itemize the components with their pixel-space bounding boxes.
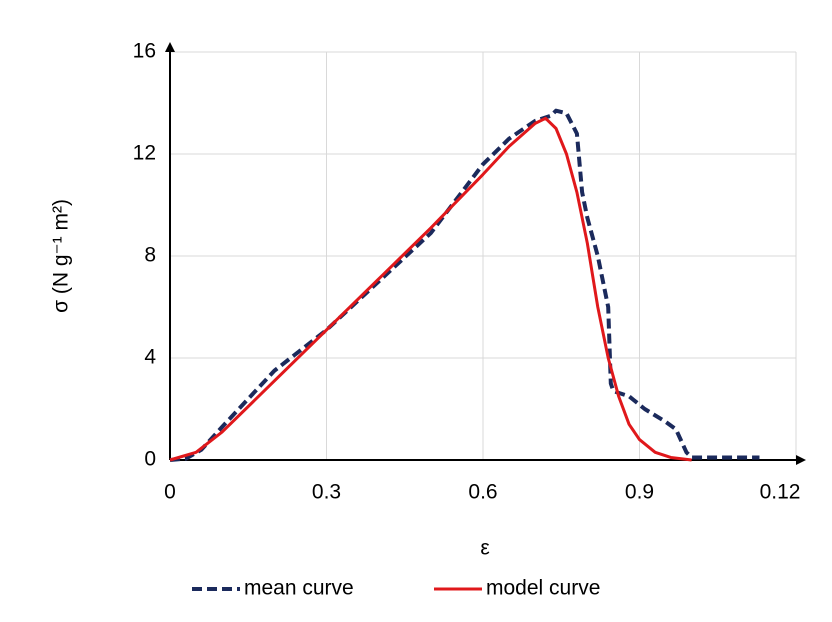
x-tick-label: 0.3: [312, 481, 341, 504]
x-axis-arrow: [796, 455, 806, 465]
series-line: [169, 108, 760, 462]
y-axis-arrow: [165, 42, 175, 52]
x-tick-label: 0: [164, 481, 176, 504]
x-tick-label: 0.6: [468, 481, 497, 504]
y-tick-label: 8: [144, 244, 156, 267]
x-axis-label: ε: [480, 537, 489, 560]
legend-label: mean curve: [244, 577, 354, 600]
x-tick-label: 0.9: [625, 481, 654, 504]
series-line: [169, 116, 692, 462]
y-tick-label: 4: [144, 346, 156, 369]
y-axis-label: σ (N g⁻¹ m²): [50, 199, 73, 313]
y-tick-label: 0: [144, 448, 156, 471]
y-tick-label: 12: [133, 142, 156, 165]
legend-label: model curve: [486, 577, 600, 600]
x-tick-label: 0.12: [760, 481, 801, 504]
y-tick-label: 16: [133, 40, 156, 63]
